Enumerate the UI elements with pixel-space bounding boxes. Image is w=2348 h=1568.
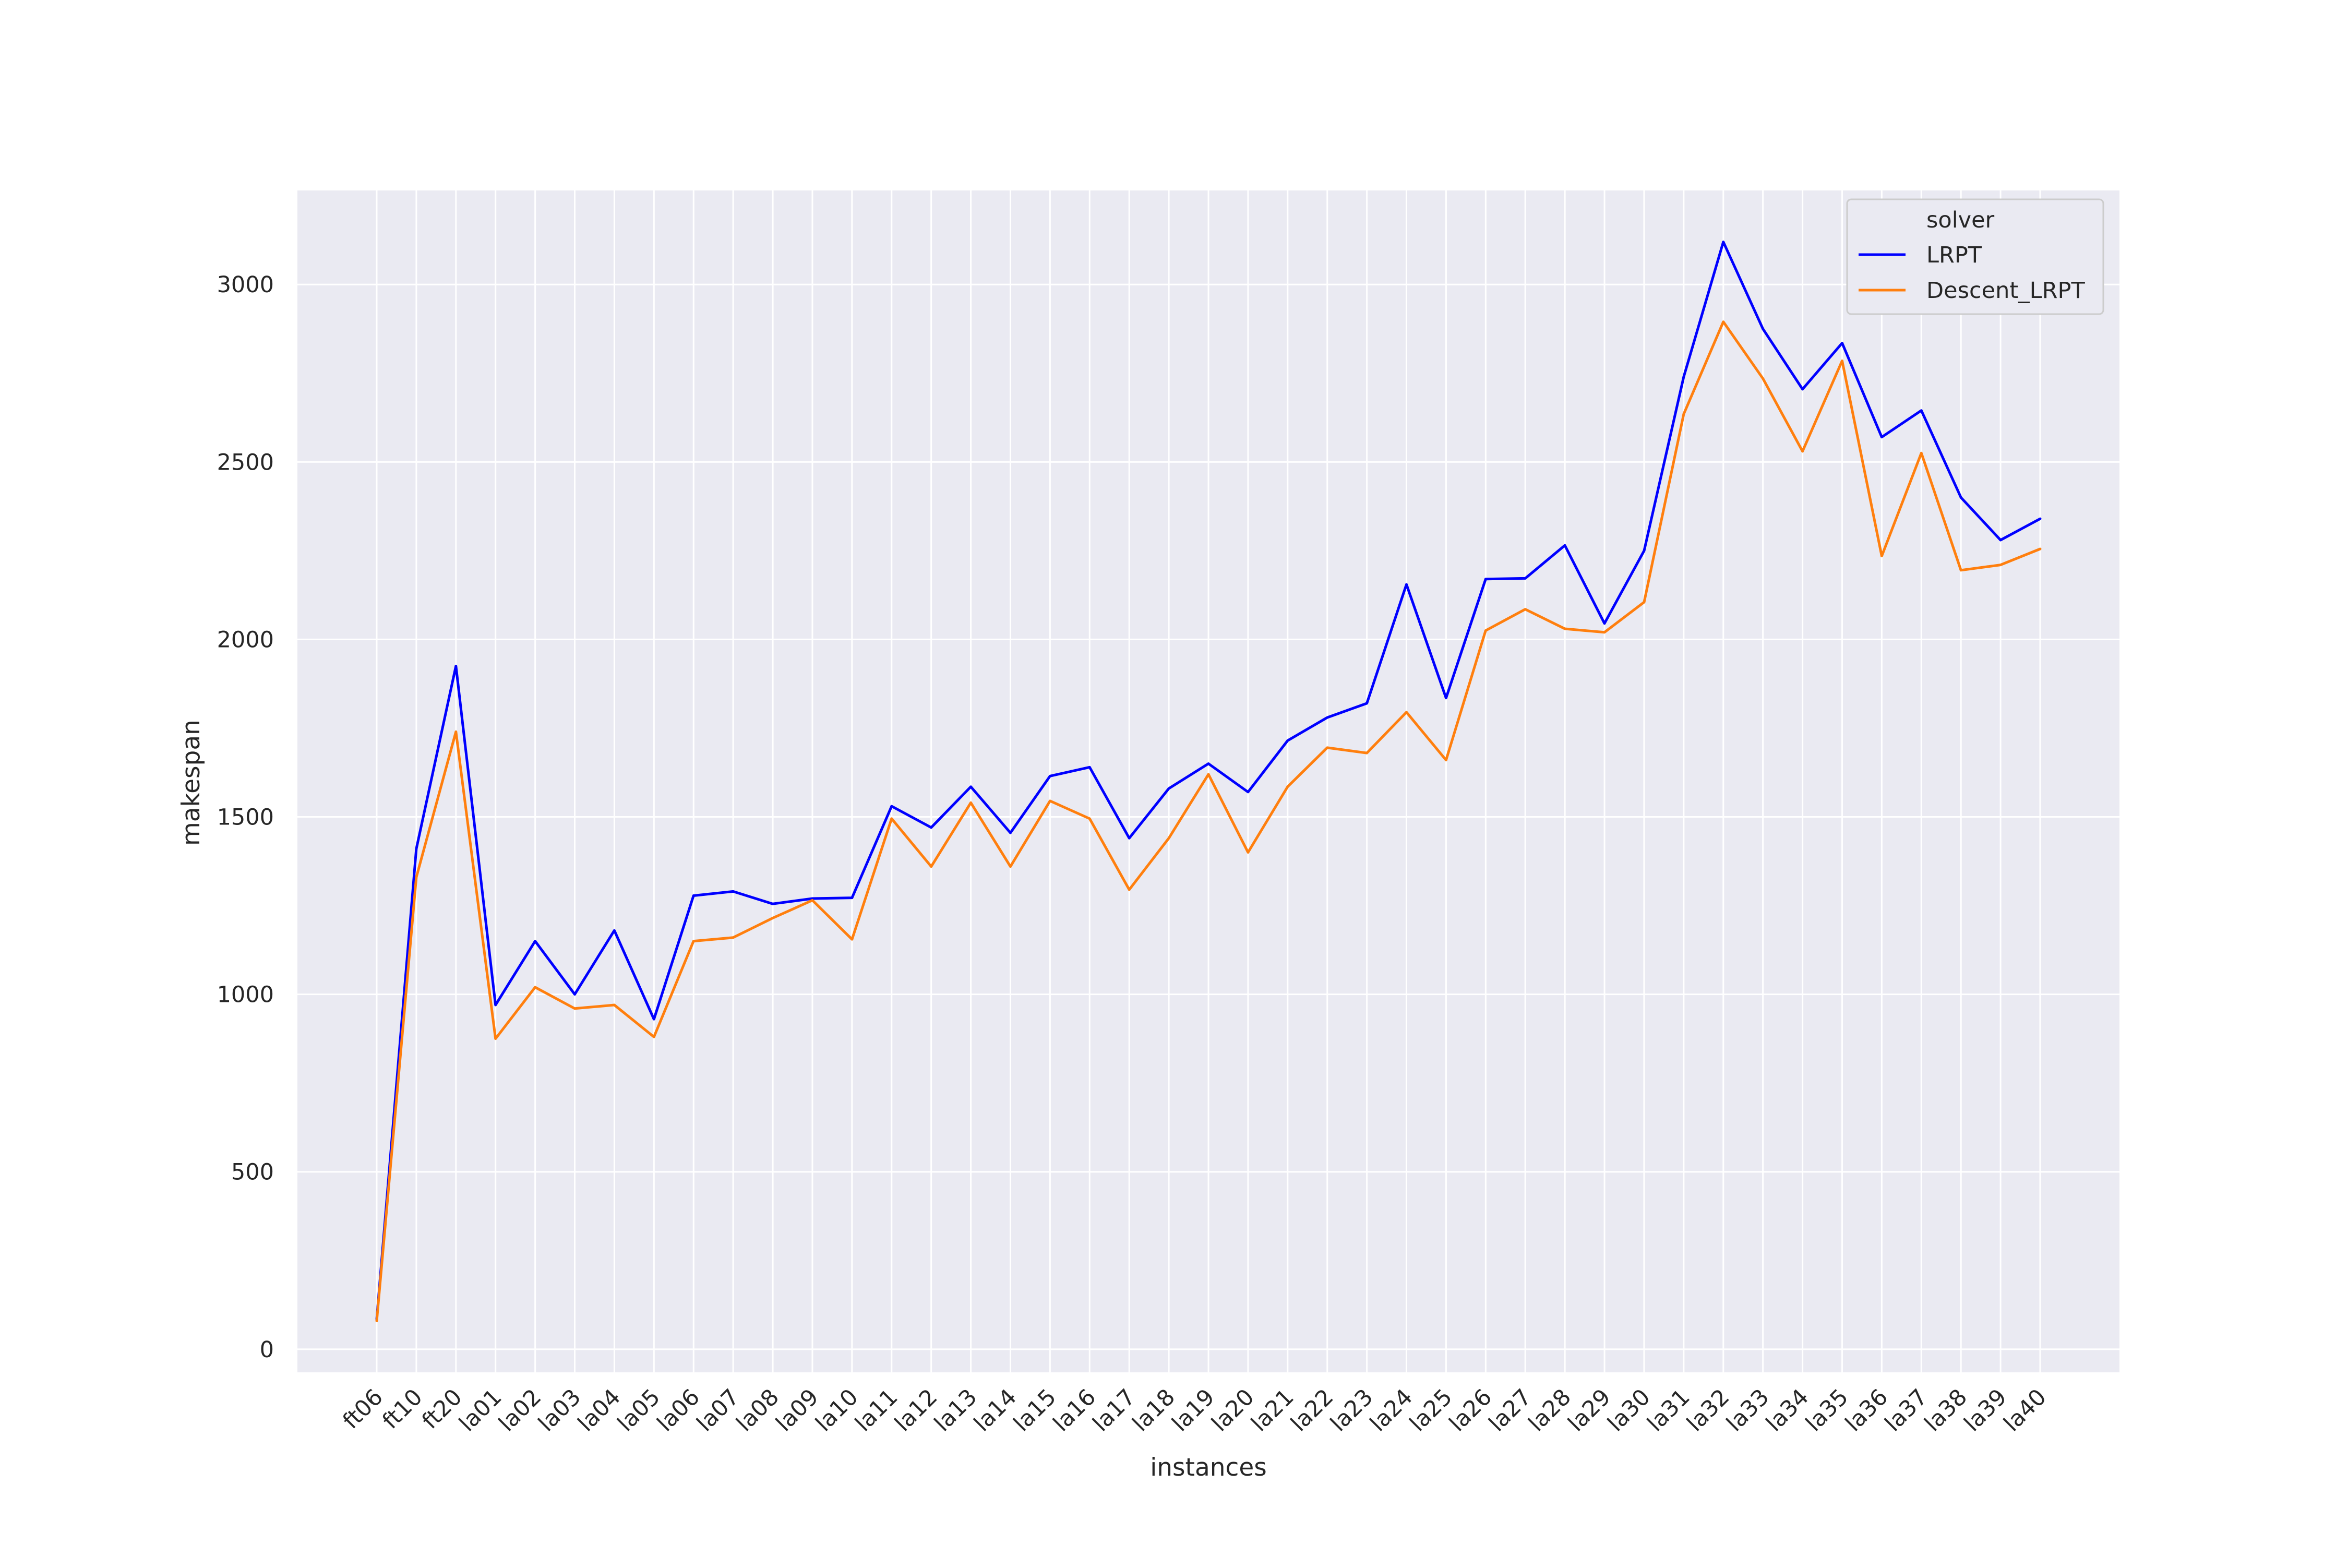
x-tick-label: la06 [652,1384,705,1437]
x-tick-label: la28 [1524,1384,1576,1437]
x-tick-label: la22 [1286,1384,1338,1437]
x-tick-label: la07 [692,1384,745,1437]
x-tick-label: la36 [1840,1384,1893,1437]
x-tick-label: la14 [969,1384,1022,1437]
legend-label-lrpt: LRPT [1926,242,1982,268]
y-tick-label: 0 [260,1337,274,1363]
x-tick-label: la38 [1920,1384,1972,1437]
y-tick-label: 1000 [217,982,274,1008]
x-tick-label: la10 [811,1384,864,1437]
x-tick-label: la11 [850,1384,903,1437]
x-tick-label: la02 [494,1384,546,1437]
x-tick-label: la39 [1959,1384,2012,1437]
series-line-descent-lrpt [375,320,2042,1322]
x-tick-label: la29 [1563,1384,1616,1437]
x-tick-label: la37 [1880,1384,1933,1437]
y-axis-title: makespan [177,720,206,846]
x-tick-label: la01 [454,1384,507,1437]
x-tick-labels: ft06ft10ft20la01la02la03la04la05la06la07… [338,1384,2052,1437]
x-tick-label: la04 [573,1384,626,1437]
y-tick-label: 1500 [217,805,274,831]
x-tick-label: la31 [1643,1384,1695,1437]
y-tick-labels: 0 500 1000 1500 2000 2500 3000 [217,272,274,1363]
x-tick-label: la09 [771,1384,824,1437]
x-tick-label: la17 [1088,1384,1141,1437]
x-tick-label: la24 [1365,1384,1418,1437]
legend-frame [1846,198,2104,315]
x-tick-label: la33 [1721,1384,1774,1437]
y-tick-label: 3000 [217,272,274,298]
x-tick-label: la03 [533,1384,586,1437]
x-tick-label: la12 [890,1384,942,1437]
x-tick-label: la27 [1484,1384,1537,1437]
y-tick-label: 2500 [217,449,274,475]
y-tick-label: 500 [231,1159,274,1186]
legend-label-descent-lrpt: Descent_LRPT [1926,278,2085,304]
series-line-lrpt [375,241,2042,1321]
x-tick-label: la21 [1246,1384,1299,1437]
x-tick-label: la05 [613,1384,665,1437]
x-tick-label: ft10 [378,1384,428,1434]
x-tick-label: la15 [1009,1384,1061,1437]
y-tick-label: 2000 [217,627,274,653]
x-axis-title: instances [1150,1453,1267,1482]
vertical-gridlines [376,190,2041,1372]
x-tick-label: la20 [1207,1384,1260,1437]
x-tick-label: la23 [1325,1384,1378,1437]
x-tick-label: ft20 [417,1384,467,1434]
x-tick-label: la19 [1167,1384,1220,1437]
x-tick-label: la40 [1999,1384,2052,1437]
horizontal-gridlines [297,283,2119,1350]
x-tick-label: la26 [1444,1384,1497,1437]
x-tick-label: la25 [1405,1384,1457,1437]
x-tick-label: la35 [1801,1384,1853,1437]
x-tick-label: la08 [732,1384,784,1437]
x-tick-label: la30 [1603,1384,1656,1437]
x-tick-label: la18 [1128,1384,1180,1437]
x-tick-label: la16 [1048,1384,1101,1437]
legend-title: solver [1926,207,1995,233]
x-tick-label: ft06 [338,1384,388,1434]
x-tick-label: la34 [1761,1384,1814,1437]
x-tick-label: la13 [929,1384,982,1437]
legend: solver LRPT Descent_LRPT [1846,198,2104,315]
series-lines [375,241,2042,1322]
x-tick-label: la32 [1682,1384,1734,1437]
